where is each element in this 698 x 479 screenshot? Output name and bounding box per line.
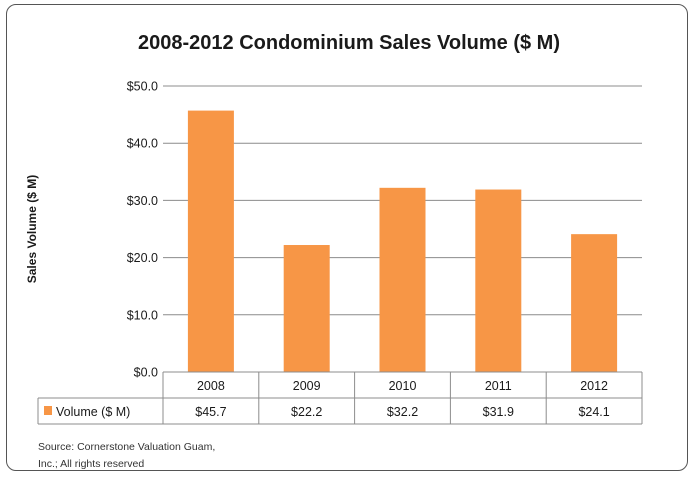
x-tick-label: 2010: [389, 379, 417, 393]
chart-title: 2008-2012 Condominium Sales Volume ($ M): [138, 32, 560, 54]
y-tick-label: $30.0: [127, 194, 158, 208]
y-tick-label: $0.0: [134, 366, 158, 380]
y-tick-label: $40.0: [127, 137, 158, 151]
x-tick-label: 2012: [580, 379, 608, 393]
bar-2011: [475, 189, 522, 372]
x-tick-label: 2011: [485, 379, 512, 393]
legend-label: Volume ($ M): [56, 405, 130, 419]
bar-2012: [571, 234, 618, 372]
data-table-cell: $32.2: [387, 405, 418, 419]
bar-2008: [187, 110, 234, 372]
data-table-cell: $45.7: [195, 405, 226, 419]
bars: [187, 110, 618, 372]
x-tick-label: 2009: [293, 379, 321, 393]
y-tick-label: $50.0: [127, 80, 158, 94]
y-tick-labels: $0.0 $10.0 $20.0 $30.0 $40.0 $50.0: [127, 80, 158, 380]
x-tick-label: 2008: [197, 379, 225, 393]
bar-2010: [379, 187, 426, 372]
data-table: 2008 $45.7 2009 $22.2 2010 $32.2 2011 $31.9 2012…: [37, 371, 643, 425]
source-note: Source: Cornerstone Valuation Guam, Inc.…: [38, 439, 298, 473]
y-tick-label: $10.0: [127, 308, 158, 322]
data-table-cell: $31.9: [483, 405, 514, 419]
source-line-1: Source: Cornerstone Valuation Guam,: [38, 441, 216, 453]
legend-swatch: [44, 406, 52, 415]
data-table-cell: $22.2: [291, 405, 322, 419]
source-line-2: Inc.; All rights reserved: [38, 458, 145, 470]
y-tick-label: $20.0: [127, 251, 158, 265]
data-table-cell: $24.1: [578, 405, 609, 419]
bar-2009: [283, 245, 330, 372]
